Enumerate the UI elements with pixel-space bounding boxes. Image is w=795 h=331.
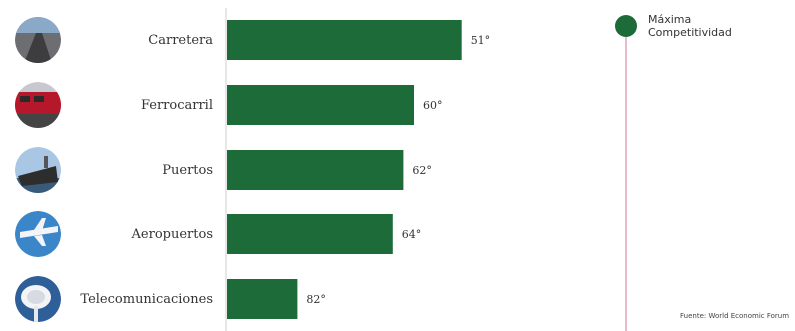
road-icon: [15, 17, 61, 63]
ship-icon: [15, 147, 61, 193]
value-label-telecomunicaciones: 82°: [306, 293, 326, 306]
legend-label-line-2: Competitividad: [648, 26, 732, 39]
bar-telecomunicaciones: [227, 279, 298, 319]
bar-puertos: [227, 150, 404, 190]
bar-aeropuertos: [227, 214, 393, 254]
bar-ferrocarril: [227, 85, 414, 125]
category-label-telecomunicaciones: Telecomunicaciones: [80, 292, 213, 307]
value-label-aeropuertos: 64°: [402, 228, 422, 241]
value-label-puertos: 62°: [412, 164, 432, 177]
category-label-ferrocarril: Ferrocarril: [141, 98, 213, 113]
train-icon: [15, 82, 61, 128]
value-label-ferrocarril: 60°: [423, 99, 443, 112]
bar-carretera: [227, 20, 462, 60]
category-label-puertos: Puertos: [162, 163, 213, 178]
airplane-icon: [15, 211, 61, 257]
legend-marker: [615, 15, 637, 37]
legend-label-line-1: Máxima: [648, 13, 691, 26]
satellite-dish-icon: [15, 276, 61, 322]
source-note: Fuente: World Economic Forum: [680, 312, 789, 320]
value-label-carretera: 51°: [471, 34, 491, 47]
category-label-aeropuertos: Aeropuertos: [131, 227, 213, 242]
category-label-carretera: Carretera: [148, 33, 213, 48]
